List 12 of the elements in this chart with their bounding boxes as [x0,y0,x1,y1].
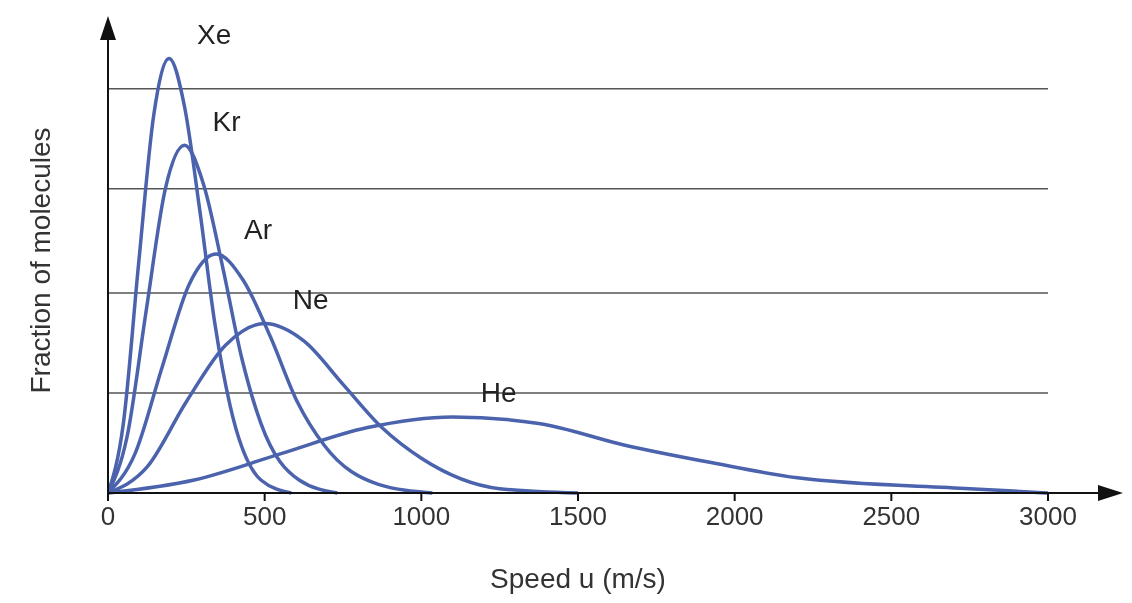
x-tick-label: 1000 [392,501,451,532]
x-tick-label: 3000 [1019,501,1077,532]
y-axis-title: Fraction of molecules [25,127,56,394]
x-tick-label: 2000 [705,501,764,532]
series-label: Ar [244,214,273,246]
series-label: Xe [197,18,232,50]
x-tick-label: 0 [100,501,116,532]
series-label: Kr [212,105,241,137]
x-tick-label: 2500 [862,501,921,532]
x-axis-title: Speed u (m/s) [490,563,666,594]
x-tick-label: 1500 [549,501,607,532]
x-tick-label: 500 [242,501,287,532]
